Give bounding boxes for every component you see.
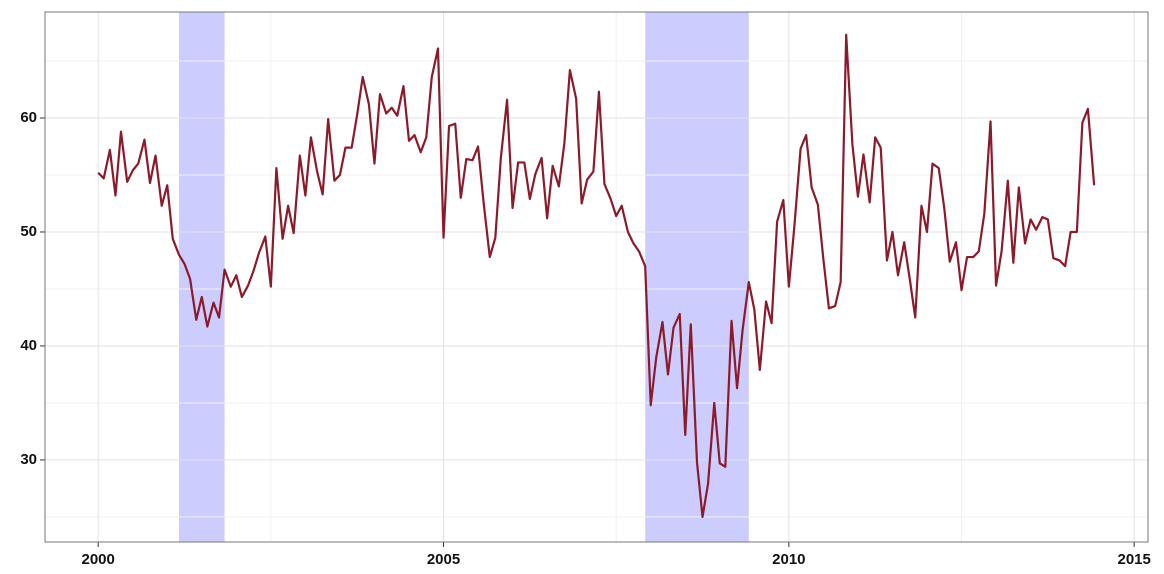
y-tick-label: 50 [20, 223, 37, 240]
data-line [97, 33, 1096, 519]
x-tick-label: 2015 [1117, 551, 1150, 568]
y-tick-label: 40 [20, 337, 37, 354]
x-tick-label: 2000 [81, 551, 114, 568]
y-tick-label: 60 [20, 109, 37, 126]
x-tick-label: 2010 [772, 551, 805, 568]
y-tick-label: 30 [20, 451, 37, 468]
plot-border [44, 11, 1149, 543]
shaded-region [178, 12, 225, 542]
x-tick-label: 2005 [427, 551, 460, 568]
